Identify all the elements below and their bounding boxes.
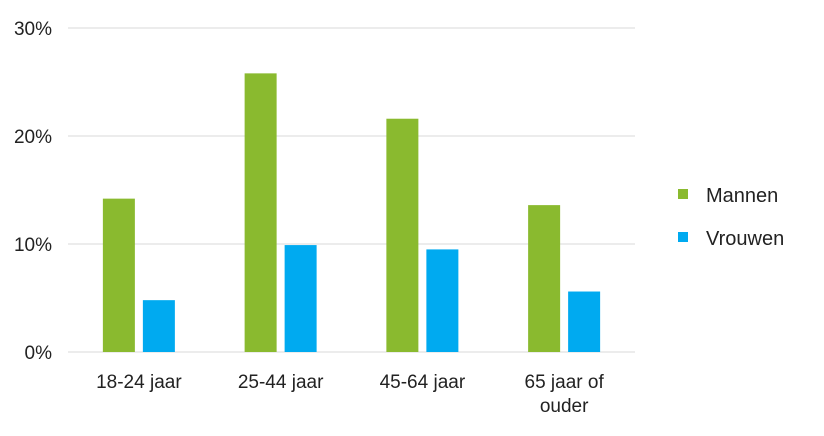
bars: [102, 73, 601, 353]
bar-mannen-0: [102, 198, 135, 352]
x-category-label: 25-44 jaar: [238, 372, 324, 393]
y-tick-label: 10%: [14, 235, 52, 256]
y-tick-label: 0%: [25, 343, 53, 364]
legend: Mannen Vrouwen: [678, 185, 784, 250]
legend-swatch-mannen: [678, 189, 688, 199]
bar-vrouwen-0: [142, 300, 175, 352]
bar-vrouwen-1: [284, 245, 317, 352]
y-tick-label: 30%: [14, 19, 52, 40]
x-axis-categories: 18-24 jaar 25-44 jaar 45-64 jaar 65 jaar of…: [96, 372, 604, 417]
legend-swatch-vrouwen: [678, 232, 688, 242]
bar-mannen-2: [386, 118, 419, 352]
x-category-label: 65 jaar of ouder: [525, 372, 605, 417]
bar-mannen-1: [244, 73, 277, 353]
y-axis-ticks: 0% 10% 20% 30%: [14, 19, 52, 364]
legend-label-vrouwen: Vrouwen: [706, 228, 784, 250]
x-category-label: 18-24 jaar: [96, 372, 182, 393]
bar-vrouwen-3: [568, 291, 601, 352]
x-category-label: 45-64 jaar: [380, 372, 466, 393]
bar-vrouwen-2: [426, 249, 459, 352]
bar-mannen-3: [528, 205, 561, 352]
y-tick-label: 20%: [14, 127, 52, 148]
legend-label-mannen: Mannen: [706, 185, 778, 207]
